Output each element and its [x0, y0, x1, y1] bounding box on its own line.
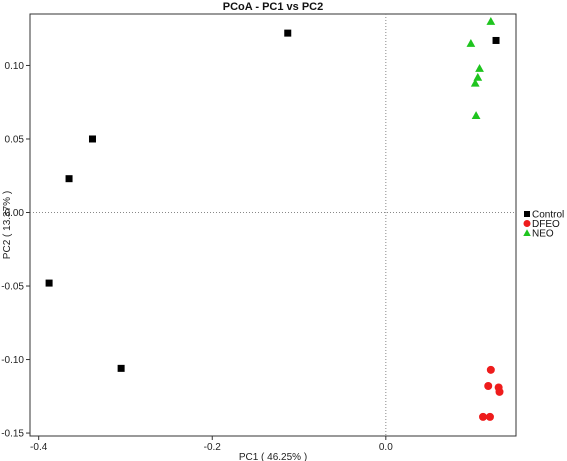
- reference-lines: [30, 14, 516, 436]
- y-tick-label: -0.15: [1, 429, 24, 440]
- legend-neo-marker: [523, 229, 531, 236]
- neo-point: [471, 111, 481, 119]
- y-tick-label: 0.05: [5, 134, 25, 145]
- data-points: [45, 16, 504, 421]
- legend-neo-label: NEO: [532, 229, 554, 240]
- y-axis-title: PC2 ( 13.37% ): [2, 191, 13, 259]
- neo-point: [475, 64, 484, 72]
- y-axis-ticks: -0.15 -0.10 -0.05 0.00 0.05 0.10: [1, 61, 30, 440]
- control-point: [117, 364, 125, 372]
- plot-frame: [29, 13, 517, 437]
- neo-point: [470, 78, 480, 87]
- legend-dfeo-marker: [523, 220, 531, 227]
- x-tick-label: 0.0: [379, 442, 393, 453]
- control-point: [65, 175, 73, 183]
- neo-point: [486, 16, 496, 25]
- x-tick-label: -0.2: [204, 442, 222, 453]
- chart-title: PCoA - PC1 vs PC2: [223, 1, 323, 13]
- dfeo-point: [485, 412, 494, 421]
- y-tick-label: 0.10: [5, 61, 25, 72]
- control-point: [88, 135, 96, 143]
- dfeo-point: [484, 382, 493, 391]
- control-point: [45, 279, 53, 287]
- x-axis-ticks: -0.4 -0.2 0.0: [30, 436, 393, 453]
- dfeo-point: [479, 412, 488, 421]
- legend-control-marker: [524, 211, 530, 217]
- control-point: [492, 36, 500, 44]
- y-tick-label: -0.05: [1, 282, 24, 293]
- legend-control-label: Control: [532, 210, 564, 221]
- neo-point: [473, 72, 483, 81]
- control-point: [284, 29, 292, 37]
- y-tick-label: 0.00: [5, 208, 25, 219]
- y-tick-label: -0.10: [1, 355, 24, 366]
- x-axis-title: PC1 ( 46.25% ): [239, 452, 307, 461]
- dfeo-point: [495, 387, 504, 396]
- legend-dfeo-label: DFEO: [532, 219, 560, 230]
- neo-point: [466, 39, 476, 47]
- x-tick-label: -0.4: [30, 442, 48, 453]
- dfeo-point: [486, 365, 495, 374]
